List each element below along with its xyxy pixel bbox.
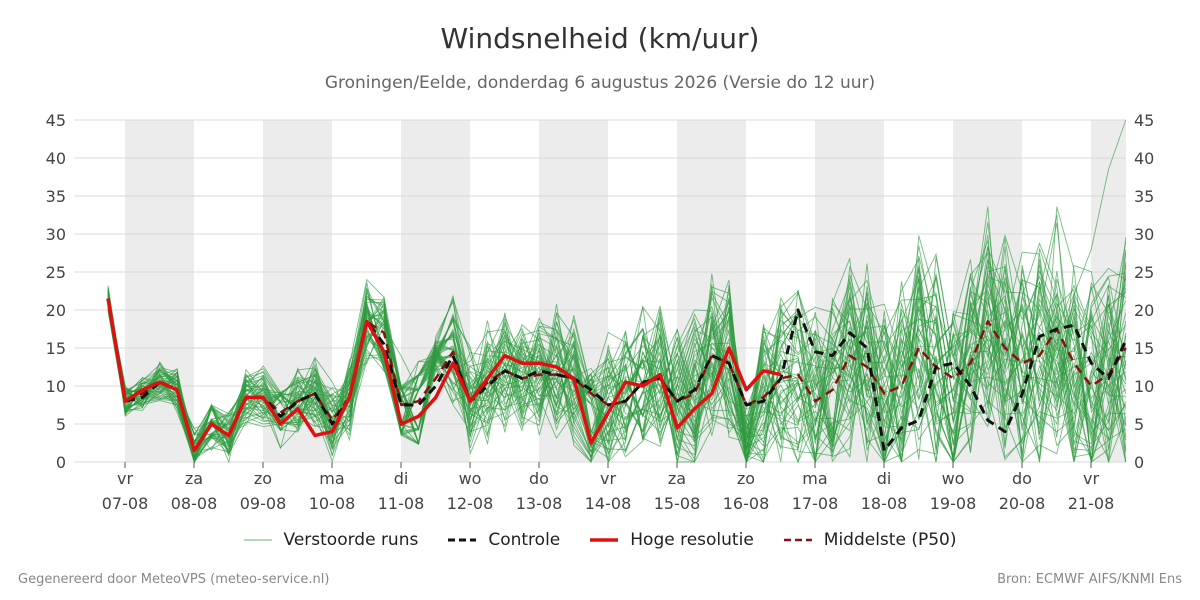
x-tick-day: vr — [117, 469, 133, 488]
y-tick-label-left: 30 — [46, 225, 66, 244]
x-tick-date: 11-08 — [378, 494, 425, 513]
x-tick-date: 18-08 — [861, 494, 908, 513]
y-tick-label-right: 10 — [1134, 377, 1154, 396]
wind-speed-chart: 0 0 5 5 10 10 15 15 20 20 25 25 30 30 35 35 40 40 45 45 vr 07… — [46, 111, 1155, 513]
legend-median-swatch — [783, 538, 812, 542]
y-tick-label-right: 20 — [1134, 301, 1154, 320]
y-tick-label-left: 5 — [56, 415, 66, 434]
chart-title: Windsnelheid (km/uur) — [440, 22, 760, 55]
x-tick-date: 13-08 — [516, 494, 563, 513]
x-tick-day: wo — [459, 469, 482, 488]
x-tick-day: ma — [319, 469, 344, 488]
y-tick-label-left: 45 — [46, 111, 66, 130]
ensemble-line — [107, 273, 1127, 463]
x-tick-day: zo — [737, 469, 755, 488]
y-tick-label-right: 25 — [1134, 263, 1154, 282]
x-tick-date: 15-08 — [654, 494, 701, 513]
x-tick-date: 14-08 — [585, 494, 632, 513]
x-tick-date: 10-08 — [309, 494, 356, 513]
y-tick-label-left: 0 — [56, 453, 66, 472]
footer-source: Bron: ECMWF AIFS/KNMI Ens — [997, 572, 1182, 587]
chart-subtitle: Groningen/Eelde, donderdag 6 augustus 20… — [324, 73, 876, 93]
ensemble-line — [107, 258, 1127, 463]
y-tick-label-left: 20 — [46, 301, 66, 320]
y-tick-label-right: 40 — [1134, 149, 1154, 168]
x-tick-date: 09-08 — [240, 494, 287, 513]
x-tick-date: 17-08 — [792, 494, 839, 513]
legend-control-label: Controle — [488, 530, 561, 550]
x-tick-day: do — [529, 469, 549, 488]
y-tick-label-right: 5 — [1134, 415, 1144, 434]
legend-ensemble-label: Verstoorde runs — [283, 530, 419, 550]
legend-hires: Hoge resolutie — [590, 530, 754, 550]
y-tick-label-right: 35 — [1134, 187, 1154, 206]
median-line — [106, 298, 1127, 452]
axes: 0 0 5 5 10 10 15 15 20 20 25 25 30 30 35 35 40 40 45 45 vr 07… — [46, 111, 1155, 513]
x-tick-day: di — [394, 469, 409, 488]
ensemble-line — [107, 245, 1127, 464]
x-tick-day: za — [668, 469, 686, 488]
legend-hires-label: Hoge resolutie — [630, 530, 754, 550]
y-tick-label-right: 45 — [1134, 111, 1154, 130]
hires-line — [106, 298, 782, 453]
x-tick-date: 21-08 — [1068, 494, 1115, 513]
ensemble-line — [107, 241, 1127, 461]
legend-median: Middelste (P50) — [783, 530, 957, 550]
x-tick-date: 08-08 — [171, 494, 218, 513]
x-tick-date: 20-08 — [999, 494, 1046, 513]
x-tick-date: 07-08 — [102, 494, 149, 513]
x-tick-day: ma — [802, 469, 827, 488]
y-tick-label-left: 10 — [46, 377, 66, 396]
x-tick-day: do — [1012, 469, 1032, 488]
x-tick-day: za — [185, 469, 203, 488]
x-tick-day: vr — [1083, 469, 1099, 488]
ensemble-line — [107, 237, 1127, 463]
y-tick-label-left: 35 — [46, 187, 66, 206]
x-tick-day: zo — [254, 469, 272, 488]
y-tick-label-right: 30 — [1134, 225, 1154, 244]
x-tick-day: wo — [942, 469, 965, 488]
main-series — [106, 298, 1128, 453]
y-tick-label-left: 25 — [46, 263, 66, 282]
x-tick-day: di — [877, 469, 892, 488]
y-tick-label-left: 15 — [46, 339, 66, 358]
x-tick-date: 16-08 — [723, 494, 770, 513]
y-tick-label-right: 0 — [1134, 453, 1144, 472]
x-tick-date: 12-08 — [447, 494, 494, 513]
x-tick-date: 19-08 — [930, 494, 977, 513]
legend-median-label: Middelste (P50) — [823, 530, 957, 550]
footer-generator: Gegenereerd door MeteoVPS (meteo-service… — [18, 572, 330, 587]
legend-hires-swatch — [590, 538, 619, 542]
legend-control-swatch — [448, 538, 477, 542]
ensemble-line — [107, 271, 1127, 463]
legend-ensemble: Verstoorde runs — [243, 530, 419, 550]
y-tick-label-right: 15 — [1134, 339, 1154, 358]
chart-legend: Verstoorde runs Controle Hoge resolutie … — [0, 530, 1200, 550]
legend-control: Controle — [448, 530, 560, 550]
y-tick-label-left: 40 — [46, 149, 66, 168]
x-tick-day: vr — [600, 469, 616, 488]
legend-ensemble-swatch — [243, 539, 272, 541]
